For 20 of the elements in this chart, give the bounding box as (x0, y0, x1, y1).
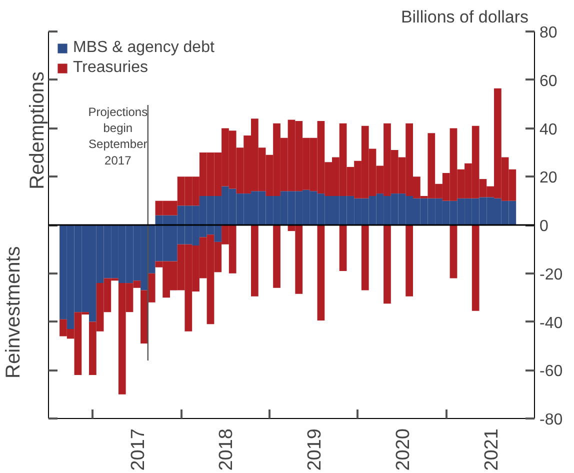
legend-label: Treasuries (73, 59, 148, 77)
y-tick-label: -60 (540, 363, 563, 380)
legend-label: MBS & agency debt (73, 39, 214, 57)
x-tick-label: 2021 (481, 428, 502, 471)
y-axis-title: Billions of dollars (400, 8, 529, 26)
ref-line-label: Projections begin September 2017 (88, 105, 148, 168)
x-tick-label: 2018 (216, 428, 238, 471)
y-tick-label: 60 (540, 72, 558, 90)
annotation: Redemptions (26, 72, 48, 190)
y-tick-label: -80 (540, 412, 563, 428)
x-tick-label: 2019 (304, 428, 326, 471)
y-tick-label: -20 (540, 266, 563, 284)
y-tick-label: 80 (540, 24, 558, 42)
y-tick-label: 0 (540, 218, 548, 235)
text: Reinvestments (2, 246, 24, 378)
y-tick-label: -40 (540, 314, 563, 332)
x-tick-label: 2020 (392, 428, 414, 471)
y-tick-label: 20 (540, 170, 558, 187)
y-tick-label: 40 (540, 121, 558, 138)
x-tick-label: 2017 (128, 428, 149, 471)
